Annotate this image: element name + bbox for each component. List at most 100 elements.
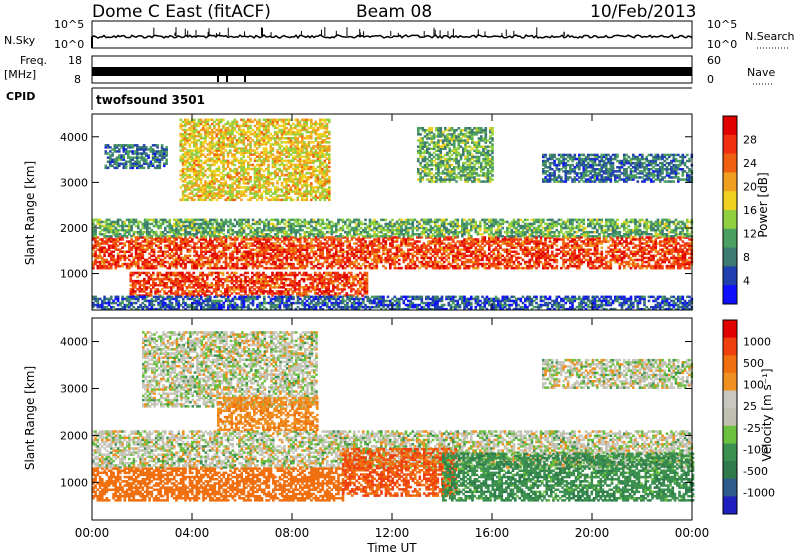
heatmap-cell: [643, 246, 646, 249]
heatmap-cell: [393, 256, 397, 260]
heatmap-cell: [303, 258, 307, 262]
heatmap-cell: [220, 264, 223, 268]
heatmap-cell: [164, 236, 167, 239]
heatmap-cell: [96, 244, 100, 247]
heatmap-cell: [168, 238, 172, 241]
heatmap-cell: [305, 250, 309, 253]
heatmap-cell: [265, 244, 268, 247]
heatmap-cell: [240, 242, 244, 245]
heatmap-cell: [251, 262, 255, 266]
heatmap-cell: [665, 246, 669, 249]
heatmap-cell: [175, 246, 178, 249]
heatmap-cell: [375, 252, 379, 256]
heatmap-cell: [195, 266, 199, 270]
heatmap-cell: [134, 264, 138, 268]
heatmap-cell: [170, 235, 174, 238]
nsky-strip: N.Sky 10^5 10^0 10^5 10^0 N.Search: [4, 18, 795, 51]
heatmap-cell: [339, 260, 343, 264]
heatmap-cell: [251, 260, 255, 264]
heatmap-cell: [242, 244, 246, 247]
heatmap-cell: [184, 254, 187, 258]
heatmap-cell: [222, 244, 226, 247]
heatmap-cell: [188, 244, 192, 247]
heatmap-cell: [146, 242, 149, 245]
heatmap-cell: [269, 246, 273, 249]
heatmap-cell: [312, 246, 316, 249]
heatmap-cell: [272, 244, 275, 247]
heatmap-cell: [400, 242, 403, 245]
heatmap-cell: [346, 258, 349, 262]
heatmap-cell: [359, 244, 363, 247]
heatmap-cell: [96, 260, 100, 264]
heatmap-cell: [281, 240, 284, 243]
heatmap-cell: [92, 238, 95, 241]
heatmap-cell: [137, 246, 140, 249]
heatmap-cell: [200, 248, 203, 251]
heatmap-cell: [170, 248, 174, 251]
heatmap-cell: [155, 266, 158, 270]
heatmap-cell: [116, 240, 120, 243]
heatmap-cell: [425, 266, 428, 270]
heatmap-cell: [157, 244, 160, 247]
heatmap-cell: [110, 266, 113, 270]
heatmap-cell: [161, 273, 164, 277]
heatmap-cell: [305, 260, 309, 264]
heatmap-cell: [254, 262, 257, 266]
heatmap-cell: [130, 240, 133, 243]
heatmap-cell: [197, 246, 201, 249]
heatmap-cell: [121, 238, 124, 241]
heatmap-cell: [382, 244, 385, 247]
heatmap-cell: [206, 220, 210, 224]
heatmap-cell: [128, 250, 131, 253]
heatmap-cell: [310, 244, 313, 247]
heatmap-cell: [384, 244, 388, 247]
heatmap-cell: [326, 258, 329, 262]
heatmap-cell: [230, 275, 234, 279]
heatmap-cell: [215, 235, 219, 238]
heatmap-cell: [227, 256, 230, 260]
heatmap-cell: [436, 266, 439, 270]
heatmap-cell: [294, 266, 298, 270]
heatmap-cell: [209, 250, 212, 253]
heatmap-cell: [247, 238, 250, 241]
heatmap-cell: [427, 262, 430, 266]
heatmap-cell: [266, 275, 270, 279]
heatmap-cell: [245, 238, 248, 241]
nsky-frame: [91, 20, 693, 49]
heatmap-cell: [195, 264, 199, 268]
heatmap-cell: [107, 254, 111, 258]
heatmap-cell: [254, 244, 257, 247]
heatmap-cell: [128, 254, 131, 258]
heatmap-cell: [296, 238, 300, 241]
heatmap-cell: [195, 246, 199, 249]
heatmap-cell: [557, 248, 561, 251]
heatmap-cell: [290, 242, 293, 245]
heatmap-cell: [548, 244, 552, 247]
heatmap-cell: [362, 248, 365, 251]
beam-label: Beam 08: [356, 2, 432, 22]
heatmap-cell: [148, 244, 151, 247]
heatmap-cell: [377, 244, 381, 247]
heatmap-cell: [364, 235, 367, 238]
heatmap-cell: [386, 248, 390, 251]
heatmap-cell: [254, 264, 257, 268]
heatmap-cell: [299, 242, 302, 245]
heatmap-cell: [245, 252, 248, 256]
heatmap-cell: [190, 286, 193, 289]
heatmap-cell: [346, 230, 349, 234]
heatmap-cell: [334, 292, 337, 295]
heatmap-cell: [114, 262, 118, 266]
heatmap-cell: [393, 262, 397, 266]
heatmap-cell: [231, 238, 235, 241]
heatmap-cell: [476, 248, 480, 251]
heatmap-cell: [420, 244, 424, 247]
heatmap-cell: [284, 288, 288, 291]
heatmap-cell: [368, 233, 372, 236]
heatmap-cell: [347, 286, 351, 289]
heatmap-cell: [290, 258, 293, 262]
heatmap-cell: [256, 242, 259, 245]
heatmap-cell: [238, 244, 241, 247]
heatmap-cell: [121, 264, 124, 268]
heatmap-cell: [305, 254, 309, 258]
